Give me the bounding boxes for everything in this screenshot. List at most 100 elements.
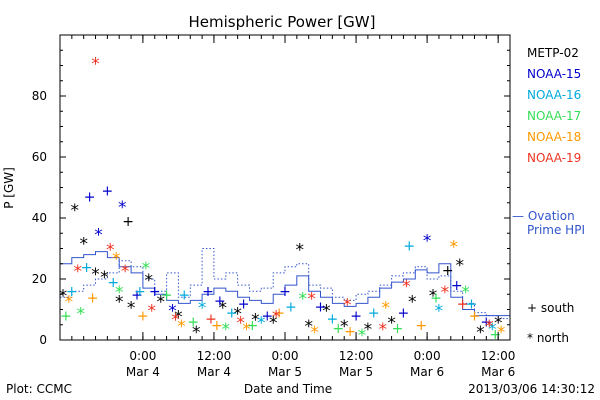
data-point: * — [310, 323, 319, 343]
data-point: + — [350, 309, 362, 325]
data-point: + — [87, 290, 99, 306]
data-point: + — [442, 263, 454, 279]
data-point: + — [344, 324, 356, 340]
data-point: + — [451, 278, 463, 294]
data-point: + — [315, 299, 327, 315]
data-point: + — [261, 309, 273, 325]
data-point: * — [497, 323, 506, 343]
x-tick-label: 12:00 — [339, 349, 374, 363]
data-point: * — [222, 320, 231, 340]
data-points: **** **+****** * * ***** * ** *+ ** *+*+*+ +*++ +++… — [59, 54, 506, 346]
data-point: * — [65, 292, 74, 312]
data-point: + — [398, 306, 410, 322]
data-point: + — [466, 296, 478, 312]
data-point: * — [488, 320, 497, 340]
y-tick-label: 0 — [39, 333, 47, 347]
legend-noaa-18: NOAA-18 — [527, 130, 581, 144]
x-tick-date-label: Mar 6 — [410, 365, 444, 379]
data-point: * — [340, 317, 349, 337]
x-tick-date-label: Mar 5 — [339, 365, 373, 379]
data-point: * — [192, 323, 201, 343]
legend-noaa-19: NOAA-19 — [527, 151, 581, 165]
data-point: * — [476, 323, 485, 343]
legend-noaa-15: NOAA-15 — [527, 67, 581, 81]
series-metp-02: **** **+****** * * ***** * ** *+ ** * — [59, 201, 503, 343]
data-point: + — [226, 306, 238, 322]
data-point: + — [368, 306, 380, 322]
data-point: * — [91, 265, 100, 285]
data-point: * — [59, 286, 68, 306]
data-point: * — [100, 268, 109, 288]
data-point: + — [161, 287, 173, 303]
y-tick-label: 60 — [32, 150, 47, 164]
data-point: * — [198, 298, 207, 318]
data-point: * — [494, 314, 503, 334]
data-point: * — [307, 289, 316, 309]
legend-metp-02: METP-02 — [527, 46, 579, 60]
ovation-south-line — [60, 251, 510, 317]
data-point: * — [461, 283, 470, 303]
data-point: + — [392, 321, 404, 337]
legend-ovation-line2: Prime HPI — [527, 223, 585, 237]
series-noaa-17: + ***++ * +*+ * ++ *+ — [60, 259, 501, 346]
data-point: * — [127, 298, 136, 318]
data-point: + — [66, 284, 78, 300]
data-point: + — [149, 284, 161, 300]
data-point: + — [60, 309, 72, 325]
y-tick-label: 80 — [32, 89, 47, 103]
data-point: * — [251, 311, 260, 331]
data-point: + — [247, 318, 259, 334]
data-point: * — [112, 250, 121, 270]
y-tick-label: 40 — [32, 211, 47, 225]
data-point: + — [178, 287, 190, 303]
series-noaa-15: +*+*+ +*++ +++++ +*++ — [84, 184, 492, 331]
series-noaa-16: ++++ +* +*++ ++* +* — [66, 238, 497, 339]
data-point: + — [187, 315, 199, 331]
legend-noaa-16: NOAA-16 — [527, 88, 581, 102]
data-point: * — [381, 298, 390, 318]
data-point: + — [327, 312, 339, 328]
ovation-hpi-lines — [60, 248, 510, 320]
data-point: * — [145, 271, 154, 291]
data-point: * — [364, 320, 373, 340]
legend-noaa-17: NOAA-17 — [527, 109, 581, 123]
data-point: + — [214, 293, 226, 309]
data-point: + — [457, 296, 469, 312]
data-point: + — [332, 321, 344, 337]
data-point: * — [358, 326, 367, 346]
data-point: * — [455, 256, 464, 276]
data-point: * — [177, 317, 186, 337]
data-point: + — [81, 260, 93, 276]
chart-title: Hemispheric Power [GW] — [189, 13, 376, 31]
data-point: + — [469, 309, 481, 325]
data-point: + — [102, 184, 114, 200]
y-tick-label: 20 — [32, 272, 47, 286]
y-axis-title: P [GW] — [2, 167, 16, 209]
data-point: * — [74, 262, 83, 282]
data-point: * — [94, 225, 103, 245]
data-point: * — [233, 305, 242, 325]
ovation-north-line — [60, 248, 510, 320]
legend-south-symbol: + south — [527, 301, 574, 315]
x-tick-label: 0:00 — [414, 349, 441, 363]
data-point: * — [322, 302, 331, 322]
x-axis-title: Date and Time — [244, 382, 332, 396]
data-point: * — [106, 241, 115, 261]
data-point: * — [387, 314, 396, 334]
x-tick-date-label: Mar 4 — [197, 365, 231, 379]
data-point: * — [296, 241, 305, 261]
data-point: + — [84, 190, 96, 206]
data-point: + — [122, 214, 134, 230]
data-point: * — [485, 317, 494, 337]
x-tick-date-label: Mar 5 — [268, 365, 302, 379]
data-point: + — [202, 284, 214, 300]
x-tick-date-label: Mar 4 — [126, 365, 160, 379]
data-point: + — [279, 284, 291, 300]
data-point: * — [156, 292, 165, 312]
data-point: * — [219, 298, 228, 318]
data-point: + — [107, 275, 119, 291]
x-tick-label: 12:00 — [481, 349, 516, 363]
x-tick-label: 0:00 — [272, 349, 299, 363]
data-point: * — [299, 289, 308, 309]
